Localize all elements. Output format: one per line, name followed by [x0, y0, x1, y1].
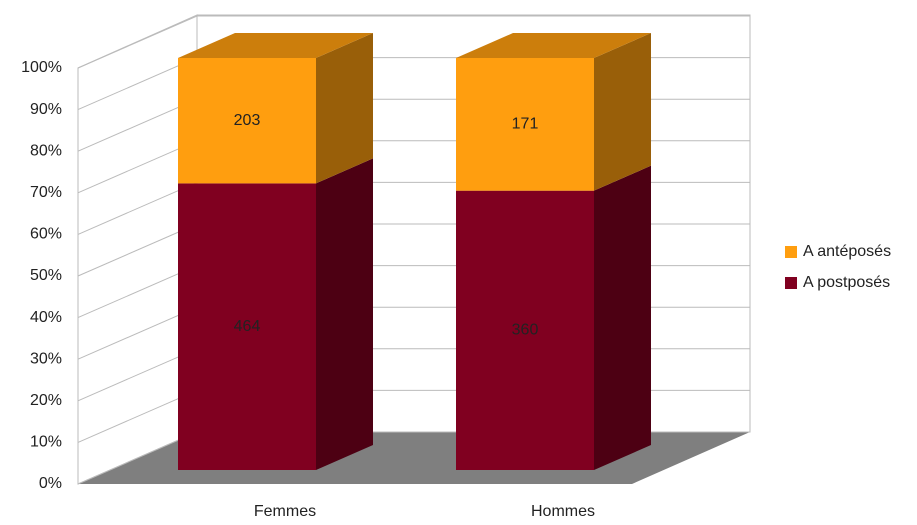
y-tick-label: 0%	[39, 475, 62, 492]
grid-line	[77, 265, 198, 319]
y-tick-label: 70%	[30, 184, 62, 201]
bar-top	[456, 33, 651, 58]
y-tick-label: 80%	[30, 142, 62, 159]
bar-top	[178, 33, 373, 58]
y-tick-label: 100%	[21, 59, 62, 76]
legend-label: A antéposés	[803, 243, 891, 260]
bar-side	[316, 158, 373, 471]
legend-swatch	[785, 277, 797, 289]
grid-line	[77, 98, 198, 152]
bar	[456, 58, 594, 191]
bar-side	[594, 33, 651, 191]
data-label: 464	[234, 318, 261, 335]
grid-line	[77, 140, 198, 194]
data-label: 203	[234, 112, 261, 129]
y-tick-label: 10%	[30, 434, 62, 451]
grid-line	[77, 431, 198, 485]
legend-swatch	[785, 246, 797, 258]
grid-line	[77, 181, 198, 235]
grid-line	[77, 348, 198, 402]
x-tick-label: Femmes	[254, 503, 316, 520]
y-tick-label: 40%	[30, 309, 62, 326]
grid-line	[77, 57, 198, 111]
legend-label: A postposés	[803, 274, 890, 291]
bar-side	[594, 165, 651, 470]
y-tick-label: 30%	[30, 350, 62, 367]
grid-line	[77, 223, 198, 277]
y-tick-label: 60%	[30, 226, 62, 243]
grid-line	[77, 389, 198, 443]
bar-side	[316, 33, 373, 184]
bar	[178, 58, 316, 184]
data-label: 360	[512, 322, 539, 339]
x-tick-label: Hommes	[531, 503, 595, 520]
data-label: 171	[512, 116, 539, 133]
bar	[456, 190, 594, 470]
y-tick-label: 90%	[30, 101, 62, 118]
y-tick-label: 50%	[30, 267, 62, 284]
grid-line	[77, 15, 198, 69]
y-tick-label: 20%	[30, 392, 62, 409]
grid-line	[77, 306, 198, 360]
bar	[178, 183, 316, 471]
